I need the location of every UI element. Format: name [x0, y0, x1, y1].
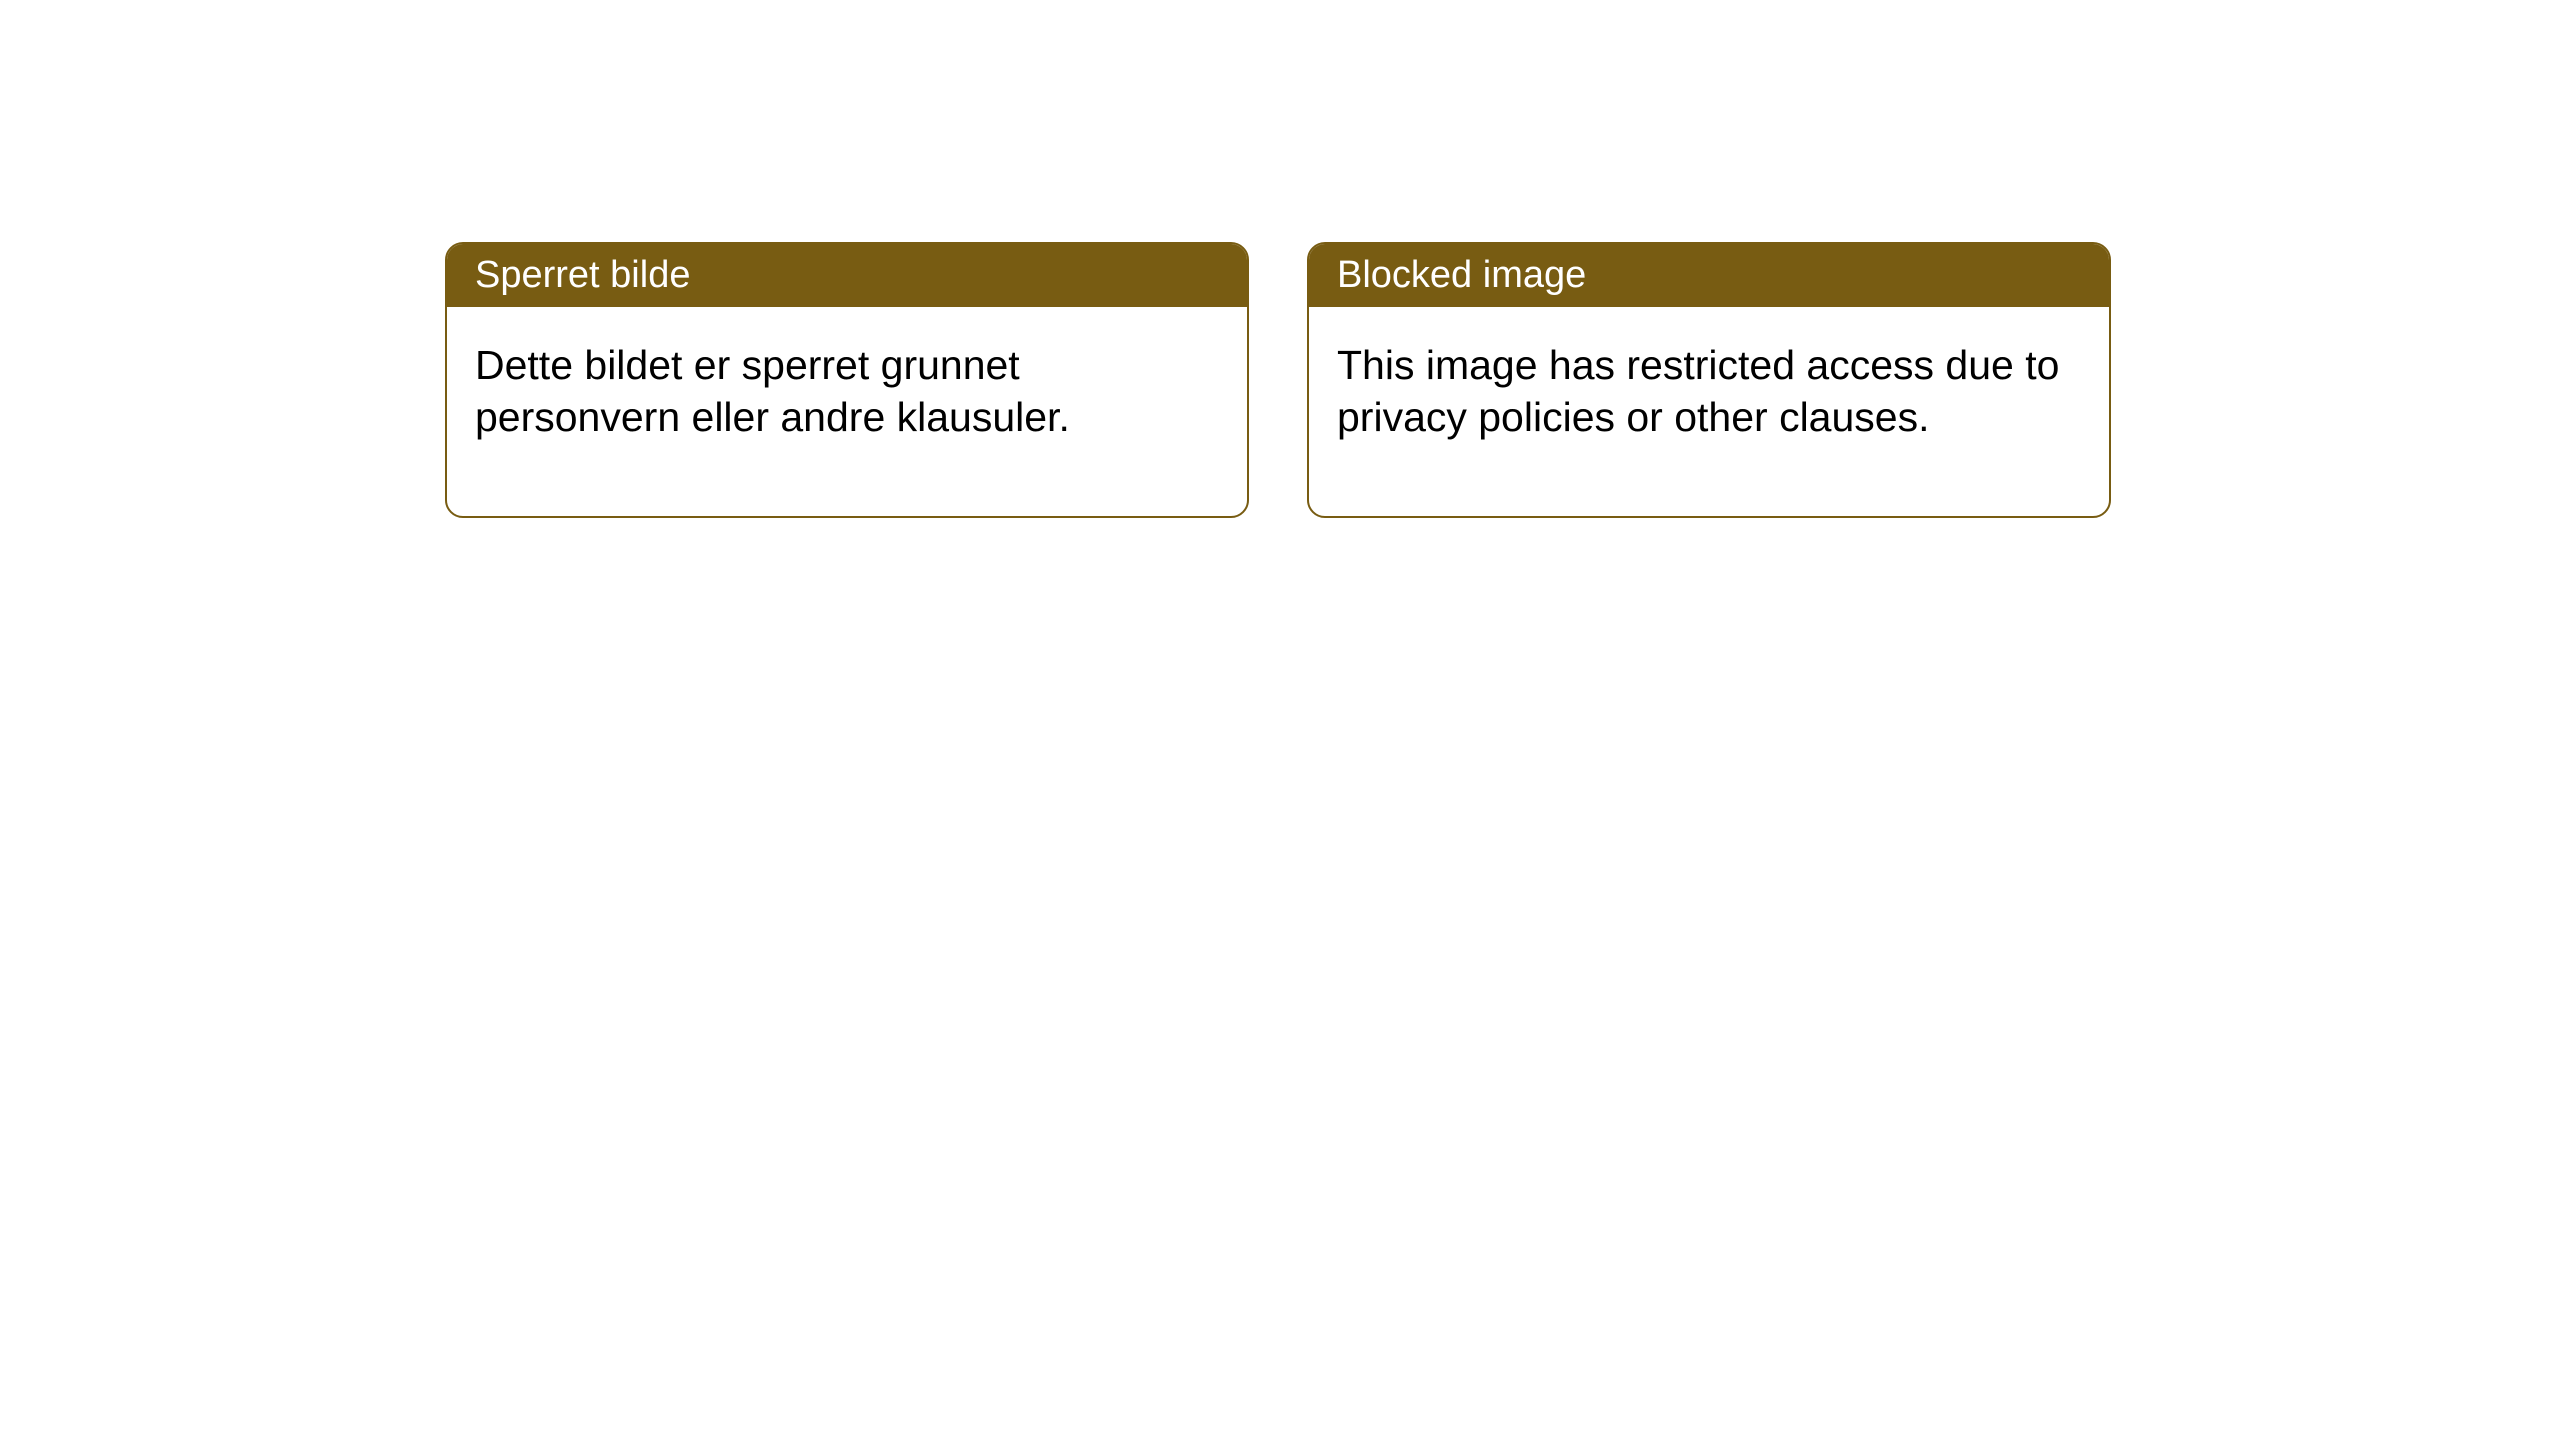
blocked-image-card-english: Blocked image This image has restricted … [1307, 242, 2111, 518]
card-body-text: This image has restricted access due to … [1337, 342, 2059, 440]
card-body: This image has restricted access due to … [1309, 307, 2109, 516]
card-header: Sperret bilde [447, 244, 1247, 307]
card-header: Blocked image [1309, 244, 2109, 307]
card-body-text: Dette bildet er sperret grunnet personve… [475, 342, 1070, 440]
card-body: Dette bildet er sperret grunnet personve… [447, 307, 1247, 516]
notice-container: Sperret bilde Dette bildet er sperret gr… [445, 242, 2111, 518]
blocked-image-card-norwegian: Sperret bilde Dette bildet er sperret gr… [445, 242, 1249, 518]
card-header-text: Blocked image [1337, 254, 1586, 296]
card-header-text: Sperret bilde [475, 254, 690, 296]
